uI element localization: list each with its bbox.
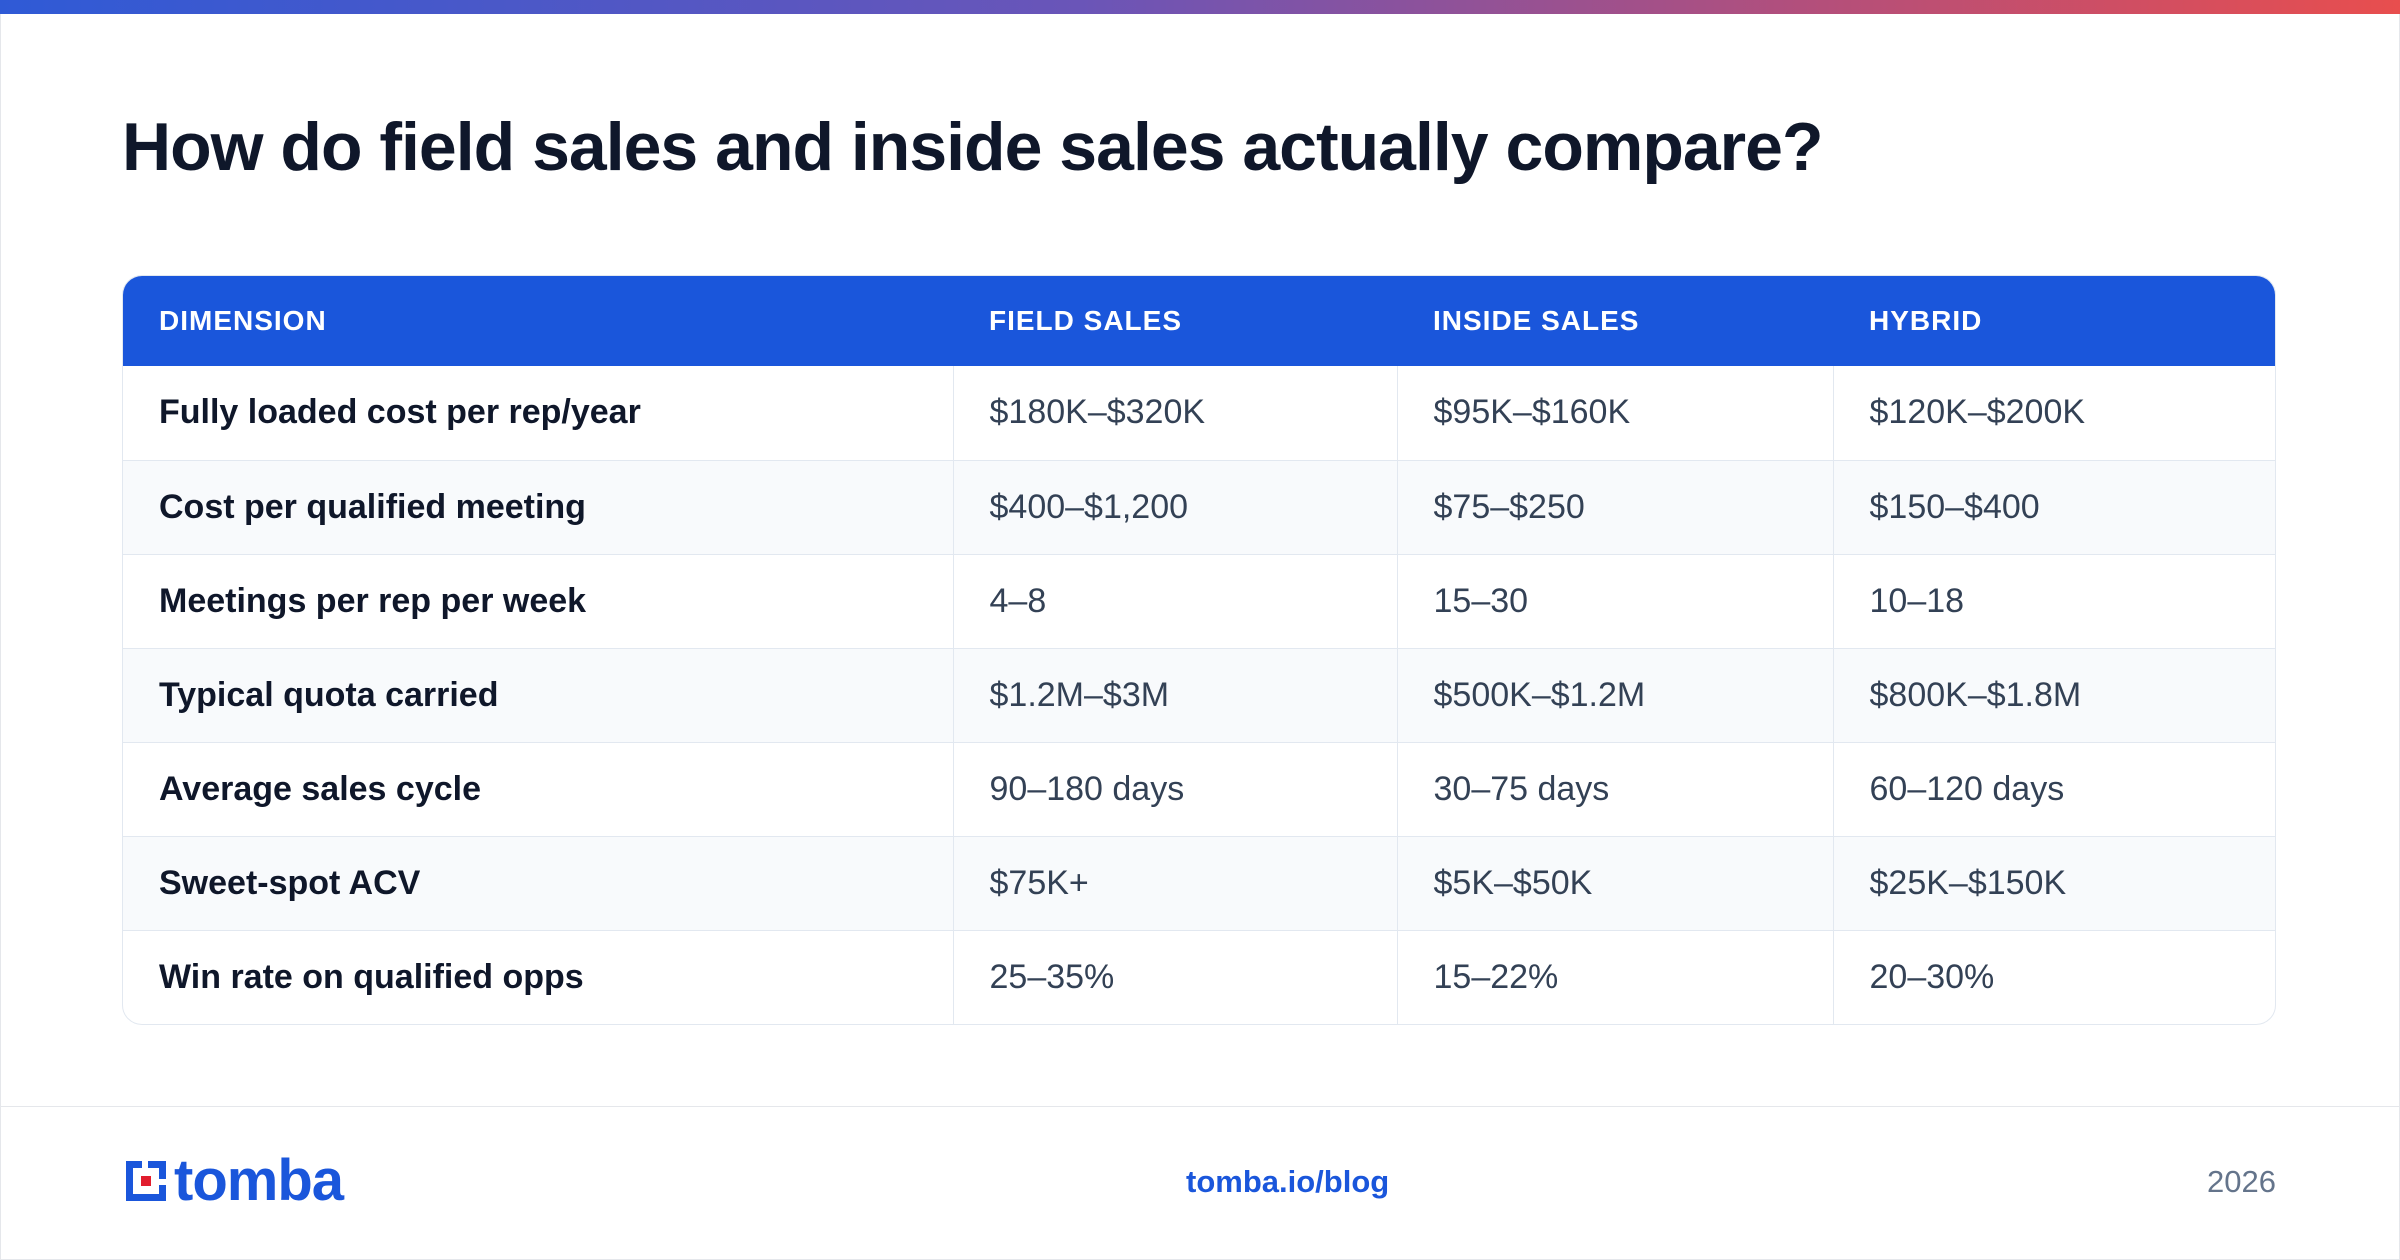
cell-hybrid: $800K–$1.8M <box>1832 647 2275 742</box>
footer-year: 2026 <box>2207 1164 2276 1199</box>
cell-inside-sales: $95K–$160K <box>1396 366 1833 460</box>
cell-field-sales: 4–8 <box>952 553 1397 648</box>
table-row: Sweet-spot ACV $75K+ $5K–$50K $25K–$150K <box>123 835 2275 930</box>
header-hybrid: HYBRID <box>1869 305 1983 336</box>
row-label: Meetings per rep per week <box>123 553 953 648</box>
header-dimension: DIMENSION <box>159 305 327 336</box>
logo-text: tomba <box>174 1148 344 1213</box>
cell-field-sales: 90–180 days <box>952 741 1397 836</box>
row-label: Average sales cycle <box>123 741 953 836</box>
cell-hybrid: 60–120 days <box>1832 741 2275 836</box>
header-field-sales: FIELD SALES <box>989 305 1183 336</box>
table-row: Typical quota carried $1.2M–$3M $500K–$1… <box>123 647 2275 742</box>
tomba-logo[interactable]: tomba <box>122 1148 344 1213</box>
cell-hybrid: 20–30% <box>1832 929 2275 1024</box>
header-inside-sales: INSIDE SALES <box>1433 305 1640 336</box>
cell-field-sales: $180K–$320K <box>952 366 1397 460</box>
footer-divider <box>0 1106 2400 1107</box>
cell-inside-sales: $75–$250 <box>1396 459 1833 554</box>
comparison-table: DIMENSION FIELD SALES INSIDE SALES HYBRI… <box>123 276 2275 1024</box>
table-row: Win rate on qualified opps 25–35% 15–22%… <box>123 929 2275 1024</box>
cell-field-sales: $400–$1,200 <box>952 459 1397 554</box>
table-header-row: DIMENSION FIELD SALES INSIDE SALES HYBRI… <box>123 276 2275 366</box>
cell-inside-sales: 30–75 days <box>1396 741 1833 836</box>
table-row: Average sales cycle 90–180 days 30–75 da… <box>123 741 2275 836</box>
page-title: How do field sales and inside sales actu… <box>122 109 1823 185</box>
cell-field-sales: 25–35% <box>952 929 1397 1024</box>
cell-inside-sales: 15–22% <box>1396 929 1833 1024</box>
cell-hybrid: $150–$400 <box>1832 459 2275 554</box>
table-row: Meetings per rep per week 4–8 15–30 10–1… <box>123 553 2275 648</box>
top-gradient-bar <box>0 0 2400 14</box>
table-row: Fully loaded cost per rep/year $180K–$32… <box>123 366 2275 460</box>
cell-hybrid: 10–18 <box>1832 553 2275 648</box>
row-label: Win rate on qualified opps <box>123 929 953 1024</box>
table-row: Cost per qualified meeting $400–$1,200 $… <box>123 459 2275 554</box>
row-label: Typical quota carried <box>123 647 953 742</box>
cell-field-sales: $1.2M–$3M <box>952 647 1397 742</box>
cell-inside-sales: $5K–$50K <box>1396 835 1833 930</box>
cell-hybrid: $25K–$150K <box>1832 835 2275 930</box>
row-label: Fully loaded cost per rep/year <box>159 393 641 432</box>
cell-field-sales: $75K+ <box>952 835 1397 930</box>
row-label: Sweet-spot ACV <box>123 835 953 930</box>
cell-inside-sales: 15–30 <box>1396 553 1833 648</box>
row-label: Cost per qualified meeting <box>123 459 953 554</box>
cell-hybrid: $120K–$200K <box>1832 366 2275 460</box>
tomba-logo-icon <box>126 1161 166 1201</box>
blog-link[interactable]: tomba.io/blog <box>1186 1164 1390 1199</box>
comparison-table-container: DIMENSION FIELD SALES INSIDE SALES HYBRI… <box>122 275 2276 1025</box>
cell-inside-sales: $500K–$1.2M <box>1396 647 1833 742</box>
